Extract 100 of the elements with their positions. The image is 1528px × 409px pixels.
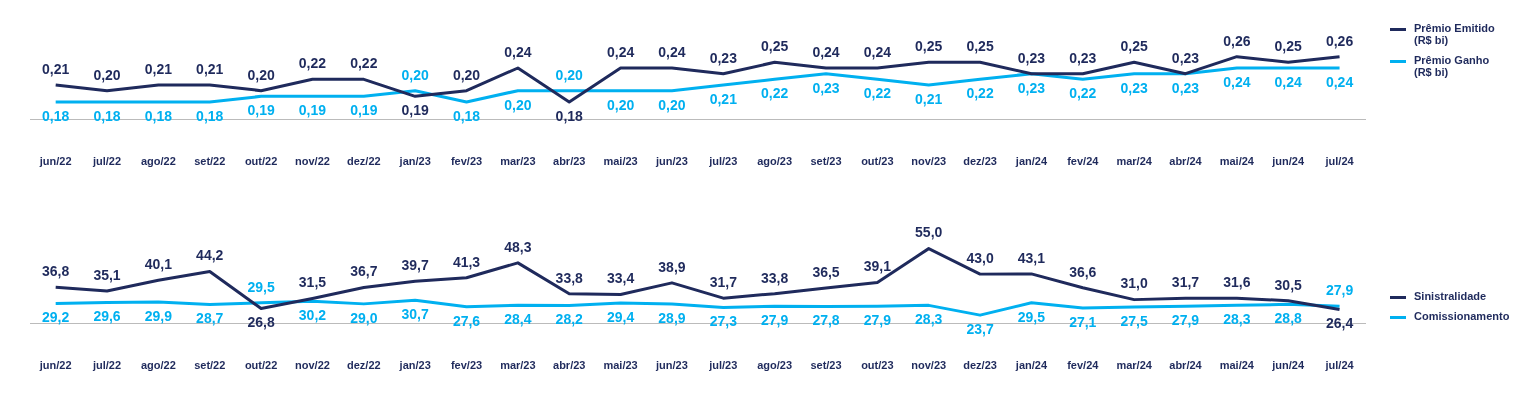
data-label: 33,8 bbox=[761, 269, 789, 286]
data-label: 0,18 bbox=[42, 107, 70, 124]
x-tick-label: mai/24 bbox=[1219, 358, 1255, 371]
data-label: 28,4 bbox=[504, 311, 532, 328]
x-tick-label: dez/23 bbox=[963, 358, 997, 371]
data-label: 0,21 bbox=[196, 60, 224, 77]
x-tick-label: out/22 bbox=[244, 358, 278, 371]
data-label: 0,20 bbox=[555, 66, 584, 83]
data-label: 27,1 bbox=[1069, 313, 1097, 330]
data-label: 0,19 bbox=[247, 102, 275, 119]
x-tick-label: jan/24 bbox=[1014, 358, 1048, 371]
data-label: 0,20 bbox=[658, 96, 686, 113]
x-tick-label: set/23 bbox=[810, 358, 842, 371]
data-label: 0,23 bbox=[1017, 49, 1046, 66]
data-label: 31,6 bbox=[1223, 274, 1251, 291]
data-label: 0,25 bbox=[761, 38, 789, 55]
legend-label: Prêmio Ganho (R$ bi) bbox=[1414, 54, 1491, 78]
legend-label: Comissionamento bbox=[1414, 310, 1510, 322]
data-label: 38,9 bbox=[658, 258, 686, 275]
data-label: 23,7 bbox=[966, 321, 994, 337]
data-label: 0,20 bbox=[452, 66, 481, 83]
x-tick-label: mai/23 bbox=[603, 154, 638, 167]
x-tick-label: jun/24 bbox=[1271, 154, 1305, 167]
data-label: 0,22 bbox=[966, 85, 994, 102]
x-tick-label: mar/23 bbox=[500, 154, 536, 167]
x-tick-label: mar/24 bbox=[1116, 358, 1153, 371]
data-label: 29,9 bbox=[144, 307, 173, 324]
x-tick-label: abr/24 bbox=[1169, 358, 1203, 371]
data-label: 30,2 bbox=[298, 307, 327, 324]
data-label: 0,22 bbox=[1069, 85, 1097, 102]
data-label: 0,21 bbox=[42, 60, 70, 77]
data-label: 31,7 bbox=[1171, 274, 1200, 290]
x-tick-label: set/23 bbox=[810, 154, 842, 167]
data-label: 27,9 bbox=[1325, 282, 1354, 299]
data-label: 27,5 bbox=[1120, 312, 1148, 329]
x-tick-label: jan/23 bbox=[398, 154, 431, 167]
data-label: 31,7 bbox=[709, 274, 738, 290]
x-tick-label: abr/23 bbox=[553, 154, 586, 167]
data-label: 36,6 bbox=[1069, 263, 1097, 280]
x-tick-label: out/23 bbox=[861, 154, 894, 167]
x-tick-label: out/22 bbox=[244, 154, 278, 167]
data-label: 27,3 bbox=[709, 313, 738, 330]
x-tick-label: ago/23 bbox=[757, 154, 793, 167]
data-label: 0,23 bbox=[1069, 49, 1097, 66]
data-label: 28,3 bbox=[1223, 311, 1251, 328]
x-tick-label: jun/22 bbox=[38, 358, 72, 371]
data-label: 28,9 bbox=[658, 309, 686, 326]
legend-label: Prêmio Emitido (R$ bi) bbox=[1414, 22, 1496, 46]
data-label: 0,22 bbox=[863, 85, 892, 102]
x-tick-label: jun/23 bbox=[655, 154, 688, 167]
data-label: 27,9 bbox=[1171, 312, 1200, 329]
x-tick-label: jan/23 bbox=[398, 358, 431, 371]
data-label: 27,9 bbox=[863, 312, 892, 329]
x-tick-label: ago/22 bbox=[140, 358, 176, 371]
x-tick-label: out/23 bbox=[861, 358, 894, 371]
data-label: 28,8 bbox=[1274, 310, 1303, 327]
data-label: 40,1 bbox=[144, 256, 173, 273]
x-tick-label: set/22 bbox=[194, 358, 226, 371]
data-label: 43,0 bbox=[966, 249, 994, 266]
data-label: 0,18 bbox=[555, 107, 584, 124]
data-label: 33,4 bbox=[606, 270, 635, 287]
data-label: 26,8 bbox=[247, 314, 275, 331]
data-label: 35,1 bbox=[93, 266, 121, 283]
x-tick-label: fev/24 bbox=[1067, 358, 1100, 371]
data-label: 30,5 bbox=[1274, 276, 1303, 293]
data-label: 0,19 bbox=[298, 102, 327, 119]
data-label: 31,0 bbox=[1120, 275, 1148, 292]
data-label: 27,8 bbox=[812, 312, 840, 329]
x-tick-label: abr/24 bbox=[1169, 154, 1203, 167]
data-label: 0,20 bbox=[401, 66, 429, 83]
data-label: 0,21 bbox=[915, 90, 943, 107]
x-tick-label: jul/23 bbox=[708, 154, 738, 167]
data-label: 0,23 bbox=[812, 79, 840, 96]
data-label: 0,24 bbox=[1223, 73, 1251, 90]
x-tick-label: jun/24 bbox=[1271, 358, 1305, 371]
x-tick-label: jul/24 bbox=[1324, 358, 1355, 371]
x-tick-label: ago/23 bbox=[757, 358, 793, 371]
x-tick-label: jun/23 bbox=[655, 358, 688, 371]
data-label: 0,20 bbox=[606, 96, 635, 113]
data-label: 28,3 bbox=[915, 311, 943, 328]
x-tick-label: nov/23 bbox=[911, 154, 947, 167]
x-tick-label: mar/24 bbox=[1116, 154, 1153, 167]
data-label: 29,5 bbox=[1017, 308, 1046, 325]
data-label: 36,5 bbox=[812, 263, 840, 280]
data-label: 28,7 bbox=[196, 310, 224, 327]
x-tick-label: jul/22 bbox=[91, 358, 122, 371]
data-label: 0,20 bbox=[247, 66, 275, 83]
x-tick-label: mai/23 bbox=[603, 358, 638, 371]
data-label: 55,0 bbox=[915, 224, 943, 241]
data-label: 0,24 bbox=[504, 43, 532, 60]
data-label: 0,21 bbox=[144, 60, 173, 77]
x-tick-label: mai/24 bbox=[1219, 154, 1255, 167]
data-label: 27,9 bbox=[761, 312, 789, 329]
data-label: 0,18 bbox=[93, 107, 121, 124]
x-tick-label: abr/23 bbox=[553, 358, 586, 371]
data-label: 0,18 bbox=[196, 107, 224, 124]
data-label: 0,22 bbox=[350, 55, 378, 72]
data-label: 0,24 bbox=[1325, 73, 1354, 90]
data-label: 29,2 bbox=[42, 309, 70, 326]
x-tick-label: nov/22 bbox=[295, 358, 330, 371]
